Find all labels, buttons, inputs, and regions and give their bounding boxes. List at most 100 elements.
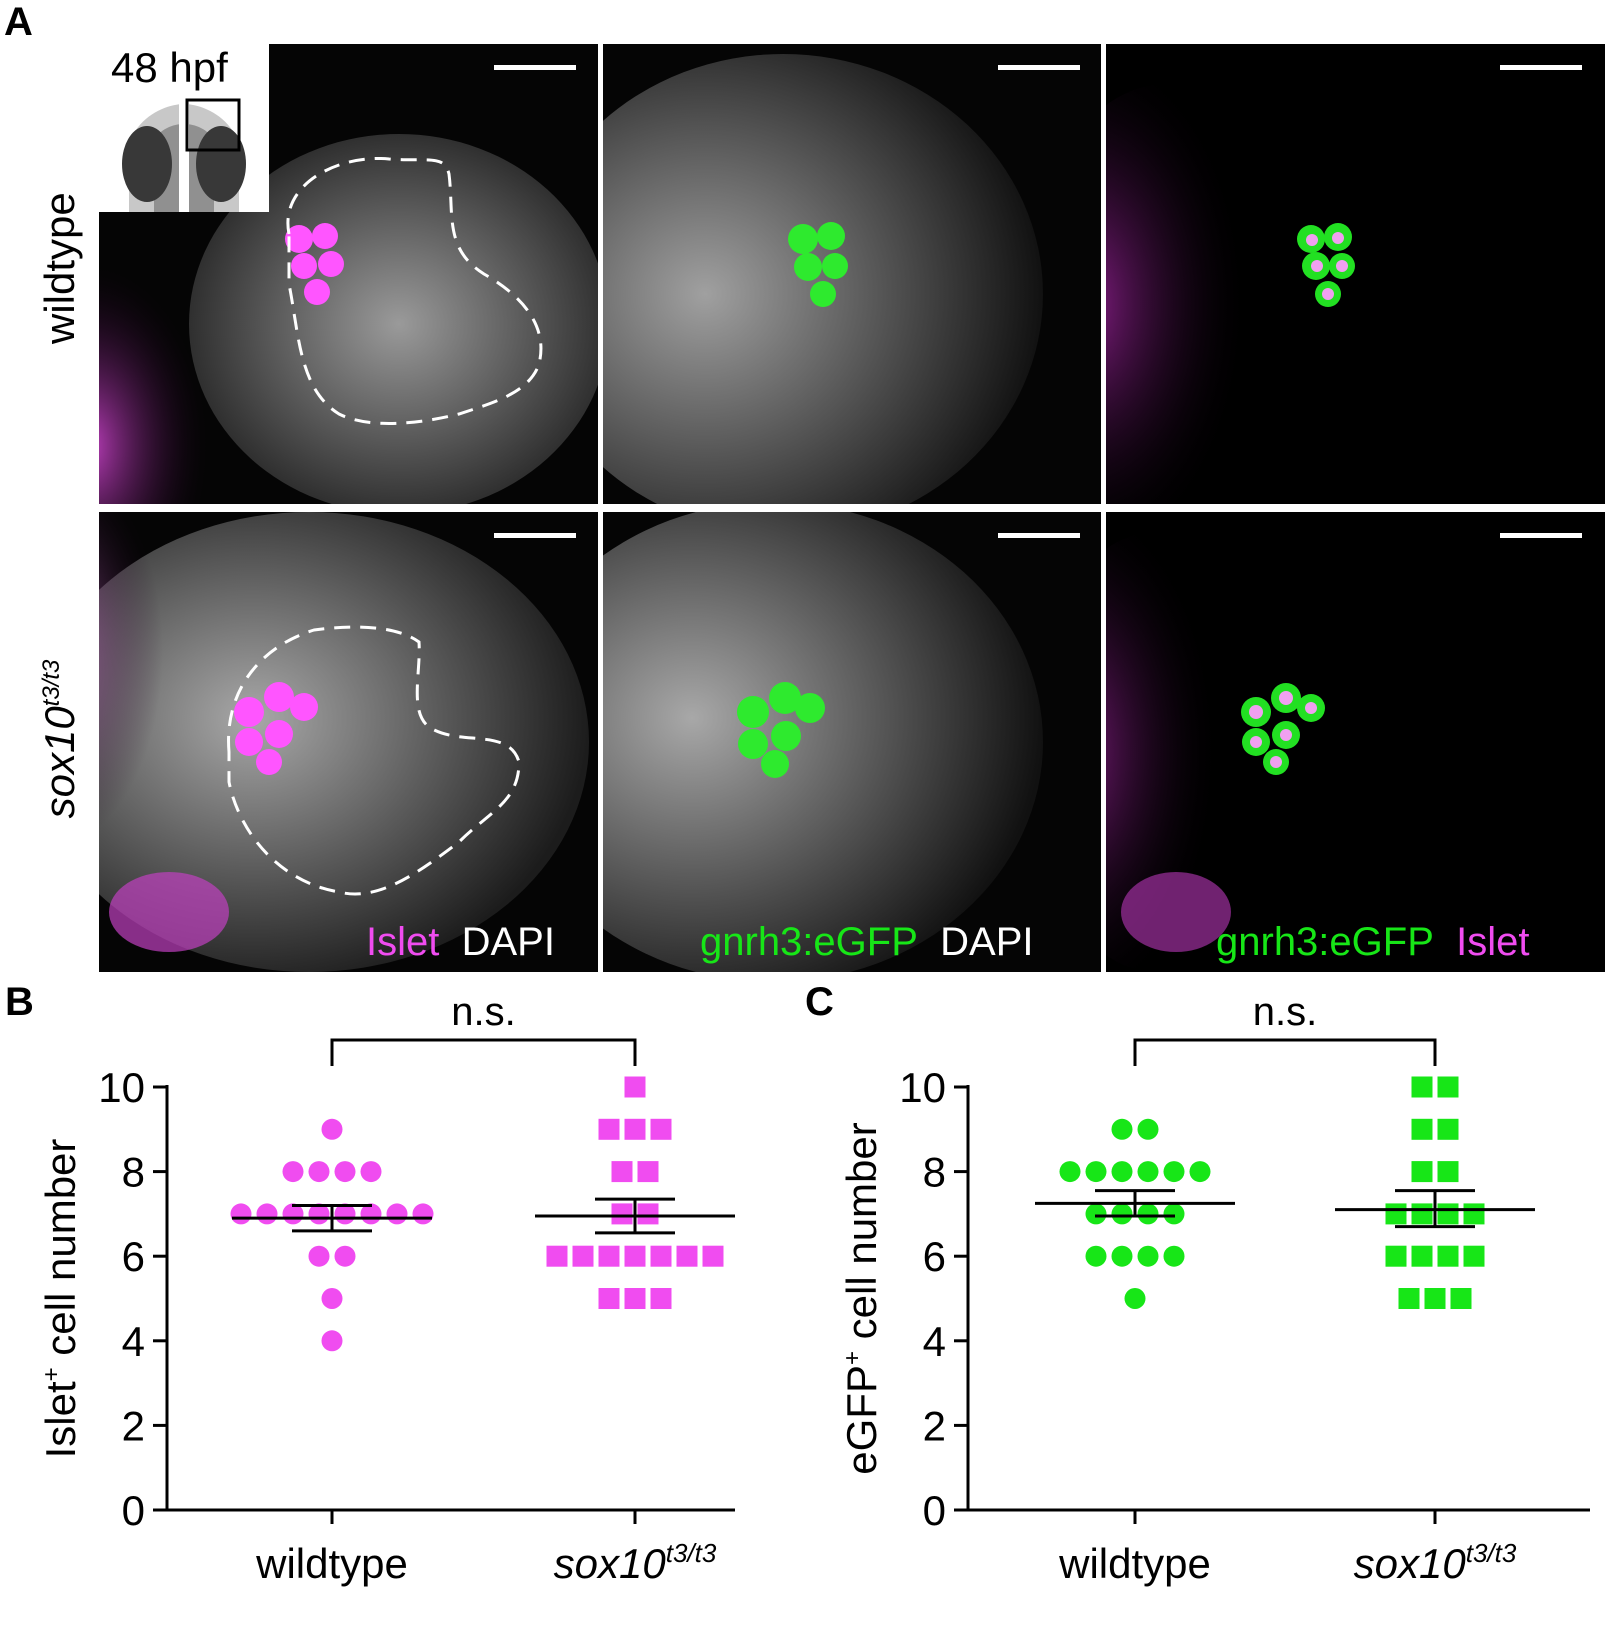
y-tick-label: 4 [122, 1318, 145, 1365]
data-point [256, 1203, 278, 1225]
data-point [1163, 1161, 1185, 1183]
y-tick-label: 0 [122, 1487, 145, 1534]
data-point [1124, 1288, 1146, 1309]
data-point [624, 1245, 646, 1267]
data-point [308, 1245, 330, 1267]
data-point [1085, 1161, 1107, 1183]
data-point [1111, 1245, 1133, 1267]
data-point [360, 1161, 382, 1183]
data-point [611, 1203, 633, 1225]
y-tick-label: 8 [122, 1149, 145, 1196]
data-point [637, 1203, 659, 1225]
data-point [650, 1245, 672, 1267]
data-point [334, 1161, 356, 1183]
panel-a-letter: A [4, 0, 33, 44]
data-point [1085, 1245, 1107, 1267]
data-point [1137, 1203, 1159, 1225]
x-tick-label: sox10t3/t3 [1354, 1538, 1517, 1587]
data-point [1437, 1161, 1459, 1183]
significance-bracket [1133, 1038, 1437, 1066]
data-point [1111, 1203, 1133, 1225]
x-tick-label: wildtype [1058, 1540, 1211, 1587]
data-point [676, 1245, 698, 1267]
data-point [1463, 1245, 1485, 1267]
row-label-mutant: sox10t3/t3 [36, 659, 83, 819]
data-point [624, 1118, 646, 1140]
data-point [1398, 1288, 1420, 1309]
x-tick-label: wildtype [255, 1540, 408, 1587]
micrograph-mutant-gfp-dapi [603, 512, 1101, 972]
data-point [598, 1288, 620, 1309]
panel-letter: B [5, 980, 34, 1024]
micrograph-mutant-islet-dapi [99, 512, 598, 972]
data-point [1437, 1076, 1459, 1098]
data-point [650, 1118, 672, 1140]
data-point [1059, 1161, 1081, 1183]
scale-bar [494, 533, 576, 538]
data-point [1411, 1161, 1433, 1183]
significance-bracket [330, 1038, 637, 1066]
data-point [1411, 1245, 1433, 1267]
y-tick-label: 10 [98, 1064, 145, 1111]
data-point [546, 1245, 568, 1267]
data-point [650, 1288, 672, 1309]
data-point [598, 1245, 620, 1267]
micrograph-wildtype-gfp-dapi [603, 44, 1101, 504]
data-point [386, 1203, 408, 1225]
data-point [308, 1161, 330, 1183]
data-point [1111, 1118, 1133, 1140]
data-point [1437, 1245, 1459, 1267]
data-point [598, 1118, 620, 1140]
y-tick-label: 2 [122, 1402, 145, 1449]
y-tick-label: 10 [899, 1064, 946, 1111]
data-point [624, 1076, 646, 1098]
data-point [702, 1245, 724, 1267]
data-point [1411, 1118, 1433, 1140]
data-point [624, 1288, 646, 1309]
data-point [334, 1245, 356, 1267]
x-tick-label: sox10t3/t3 [554, 1538, 717, 1587]
data-point [1111, 1161, 1133, 1183]
y-tick-label: 6 [923, 1233, 946, 1280]
scale-bar [1500, 533, 1582, 538]
y-tick-label: 0 [923, 1487, 946, 1534]
data-point [1463, 1203, 1485, 1225]
data-point [1163, 1203, 1185, 1225]
brain-schematic-icon [122, 98, 246, 212]
chart-b: B 0 2 4 6 8 10 wildtype sox10t3/t3 Islet+ cell nu… [5, 980, 735, 1587]
data-point [321, 1330, 343, 1352]
caption-col3: gnrh3:eGFP Islet [1216, 920, 1530, 964]
significance-label: n.s. [1253, 990, 1317, 1034]
data-point [1137, 1161, 1159, 1183]
data-point [321, 1118, 343, 1140]
significance-label: n.s. [451, 990, 515, 1034]
caption-col1: Islet DAPI [366, 920, 555, 964]
brain-inset: 48 hpf [99, 44, 269, 212]
scale-bar [998, 533, 1080, 538]
scale-bar [494, 65, 576, 70]
data-point [611, 1161, 633, 1183]
caption-col2: gnrh3:eGFP DAPI [700, 920, 1034, 964]
row-label-wildtype: wildtype [36, 192, 83, 344]
micrograph-wildtype-gfp-islet [1106, 44, 1605, 504]
data-point [1411, 1076, 1433, 1098]
y-tick-label: 2 [923, 1402, 946, 1449]
data-point [1189, 1161, 1211, 1183]
panel-letter: C [805, 980, 834, 1024]
scale-bar [998, 65, 1080, 70]
micrograph-mutant-gfp-islet [1106, 512, 1605, 972]
data-point [230, 1203, 252, 1225]
y-tick-label: 8 [923, 1149, 946, 1196]
data-point [412, 1203, 434, 1225]
data-point [1385, 1245, 1407, 1267]
data-point [282, 1161, 304, 1183]
data-point [637, 1161, 659, 1183]
data-point [1085, 1203, 1107, 1225]
y-tick-label: 6 [122, 1233, 145, 1280]
y-axis-label: eGFP+ cell number [838, 1122, 885, 1474]
inset-label: 48 hpf [111, 44, 228, 91]
data-point [1137, 1118, 1159, 1140]
data-point [1385, 1203, 1407, 1225]
scale-bar [1500, 65, 1582, 70]
data-point [1411, 1203, 1433, 1225]
